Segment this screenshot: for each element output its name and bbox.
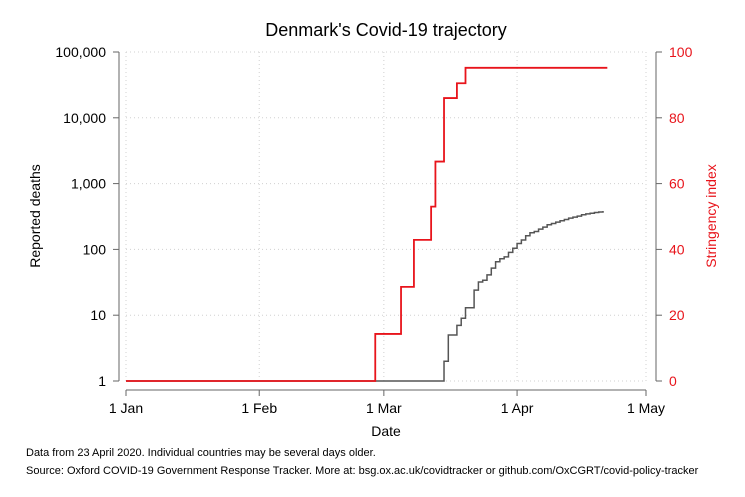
right-axis-title: Stringency index bbox=[703, 164, 719, 268]
data-note: Data from 23 April 2020. Individual coun… bbox=[26, 447, 376, 459]
stringency-index-line bbox=[126, 66, 608, 382]
x-axis-title: Date bbox=[371, 423, 401, 439]
left-axis-title: Reported deaths bbox=[27, 164, 43, 268]
series-layer bbox=[126, 66, 608, 382]
left-tick-label: 100 bbox=[83, 241, 107, 257]
left-tick-label: 10 bbox=[90, 307, 106, 323]
grid-layer bbox=[125, 51, 647, 382]
x-axis: 1 Jan 1 Feb 1 Mar 1 Apr 1 May bbox=[109, 389, 665, 416]
right-tick-label: 80 bbox=[669, 110, 685, 126]
right-tick-label: 0 bbox=[669, 373, 677, 389]
left-tick-label: 100,000 bbox=[55, 44, 106, 60]
right-tick-label: 60 bbox=[669, 176, 685, 192]
right-tick-label: 100 bbox=[669, 44, 693, 60]
left-tick-label: 1,000 bbox=[71, 176, 106, 192]
left-tick-label: 1 bbox=[98, 373, 106, 389]
right-axis: 0 20 40 60 80 100 bbox=[655, 44, 693, 389]
x-tick-label: 1 Jan bbox=[109, 400, 143, 416]
reported-deaths-line bbox=[126, 210, 604, 382]
right-tick-label: 40 bbox=[669, 241, 685, 257]
chart-title: Denmark's Covid-19 trajectory bbox=[265, 20, 507, 40]
x-tick-label: 1 Feb bbox=[241, 400, 277, 416]
left-tick-label: 10,000 bbox=[63, 110, 106, 126]
right-tick-label: 20 bbox=[669, 307, 685, 323]
left-axis: 1 10 100 1,000 10,000 100,000 bbox=[55, 44, 120, 389]
x-tick-label: 1 May bbox=[627, 400, 665, 416]
source-note: Source: Oxford COVID-19 Government Respo… bbox=[26, 465, 699, 477]
x-tick-label: 1 Apr bbox=[501, 400, 534, 416]
x-tick-label: 1 Mar bbox=[366, 400, 402, 416]
